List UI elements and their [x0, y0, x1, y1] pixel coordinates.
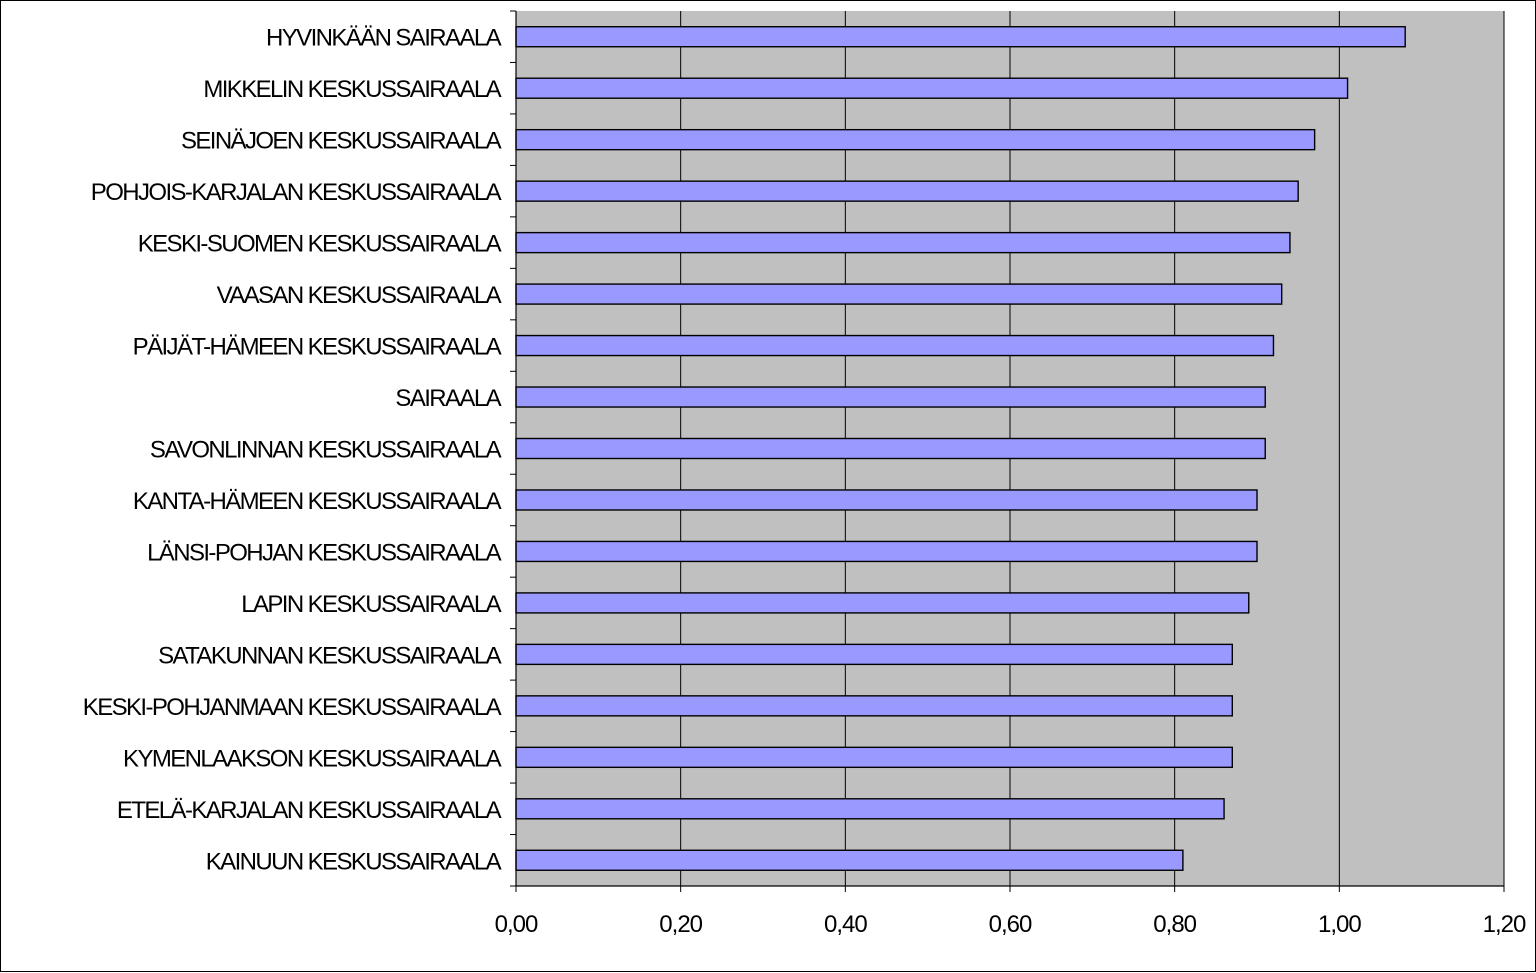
- bar-17: [515, 849, 1184, 871]
- bar-12: [515, 592, 1250, 614]
- bar-6: [515, 283, 1283, 305]
- category-label-5: KESKI-SUOMEN KESKUSSAIRAALA: [138, 231, 502, 258]
- bar-5: [515, 231, 1291, 254]
- tick-labels: 0,00 0,20 0,40 0,60 0,80 1,00 1,20: [495, 911, 1527, 938]
- bar-11: [515, 540, 1258, 563]
- category-label-16: ETELÄ-KARJALAN KESKUSSAIRAALA: [117, 797, 502, 824]
- bar-1: [515, 26, 1406, 48]
- bar-7: [515, 334, 1275, 357]
- x-tick-label-3: 0,60: [989, 911, 1032, 938]
- category-label-10: KANTA-HÄMEEN KESKUSSAIRAALA: [133, 488, 502, 515]
- x-tick-label-5: 1,00: [1318, 911, 1361, 938]
- category-label-17: KAINUUN KESKUSSAIRAALA: [206, 848, 502, 875]
- x-tick-label-4: 0,80: [1153, 911, 1196, 938]
- x-tick-label-1: 0,20: [659, 911, 702, 938]
- bar-15: [515, 746, 1233, 769]
- bar-3: [515, 128, 1316, 151]
- category-label-6: VAASAN KESKUSSAIRAALA: [217, 282, 502, 309]
- x-tick-label-0: 0,00: [495, 911, 538, 938]
- x-tick-label-6: 1,20: [1483, 911, 1526, 938]
- bar-8: [515, 386, 1266, 408]
- category-label-11: LÄNSI-POHJAN KESKUSSAIRAALA: [147, 539, 502, 566]
- bar-16: [515, 798, 1225, 820]
- category-label-15: KYMENLAAKSON KESKUSSAIRAALA: [123, 745, 502, 772]
- category-label-2: MIKKELIN KESKUSSAIRAALA: [203, 76, 501, 103]
- category-label-8: SAIRAALA: [395, 385, 501, 412]
- bar-9: [515, 437, 1266, 460]
- bar-4: [515, 180, 1299, 202]
- bar-10: [515, 489, 1258, 511]
- category-label-9: SAVONLINNAN KESKUSSAIRAALA: [150, 437, 502, 464]
- bar-2: [515, 77, 1349, 99]
- category-label-4: POHJOIS-KARJALAN KESKUSSAIRAALA: [91, 179, 502, 206]
- category-label-12: LAPIN KESKUSSAIRAALA: [241, 591, 501, 618]
- category-label-3: SEINÄJOEN KESKUSSAIRAALA: [181, 128, 502, 155]
- axes: [510, 10, 1505, 892]
- category-label-7: PÄIJÄT-HÄMEEN KESKUSSAIRAALA: [133, 334, 502, 361]
- bar-13: [515, 643, 1233, 666]
- category-label-14: KESKI-POHJANMAAN KESKUSSAIRAALA: [83, 694, 502, 721]
- bar-14: [515, 695, 1233, 717]
- category-label-1: HYVINKÄÄN SAIRAALA: [266, 25, 502, 52]
- category-labels: HYVINKÄÄN SAIRAALA MIKKELIN KESKUSSAIRAAL…: [83, 25, 503, 876]
- category-label-13: SATAKUNNAN KESKUSSAIRAALA: [158, 642, 501, 669]
- x-tick-label-2: 0,40: [824, 911, 867, 938]
